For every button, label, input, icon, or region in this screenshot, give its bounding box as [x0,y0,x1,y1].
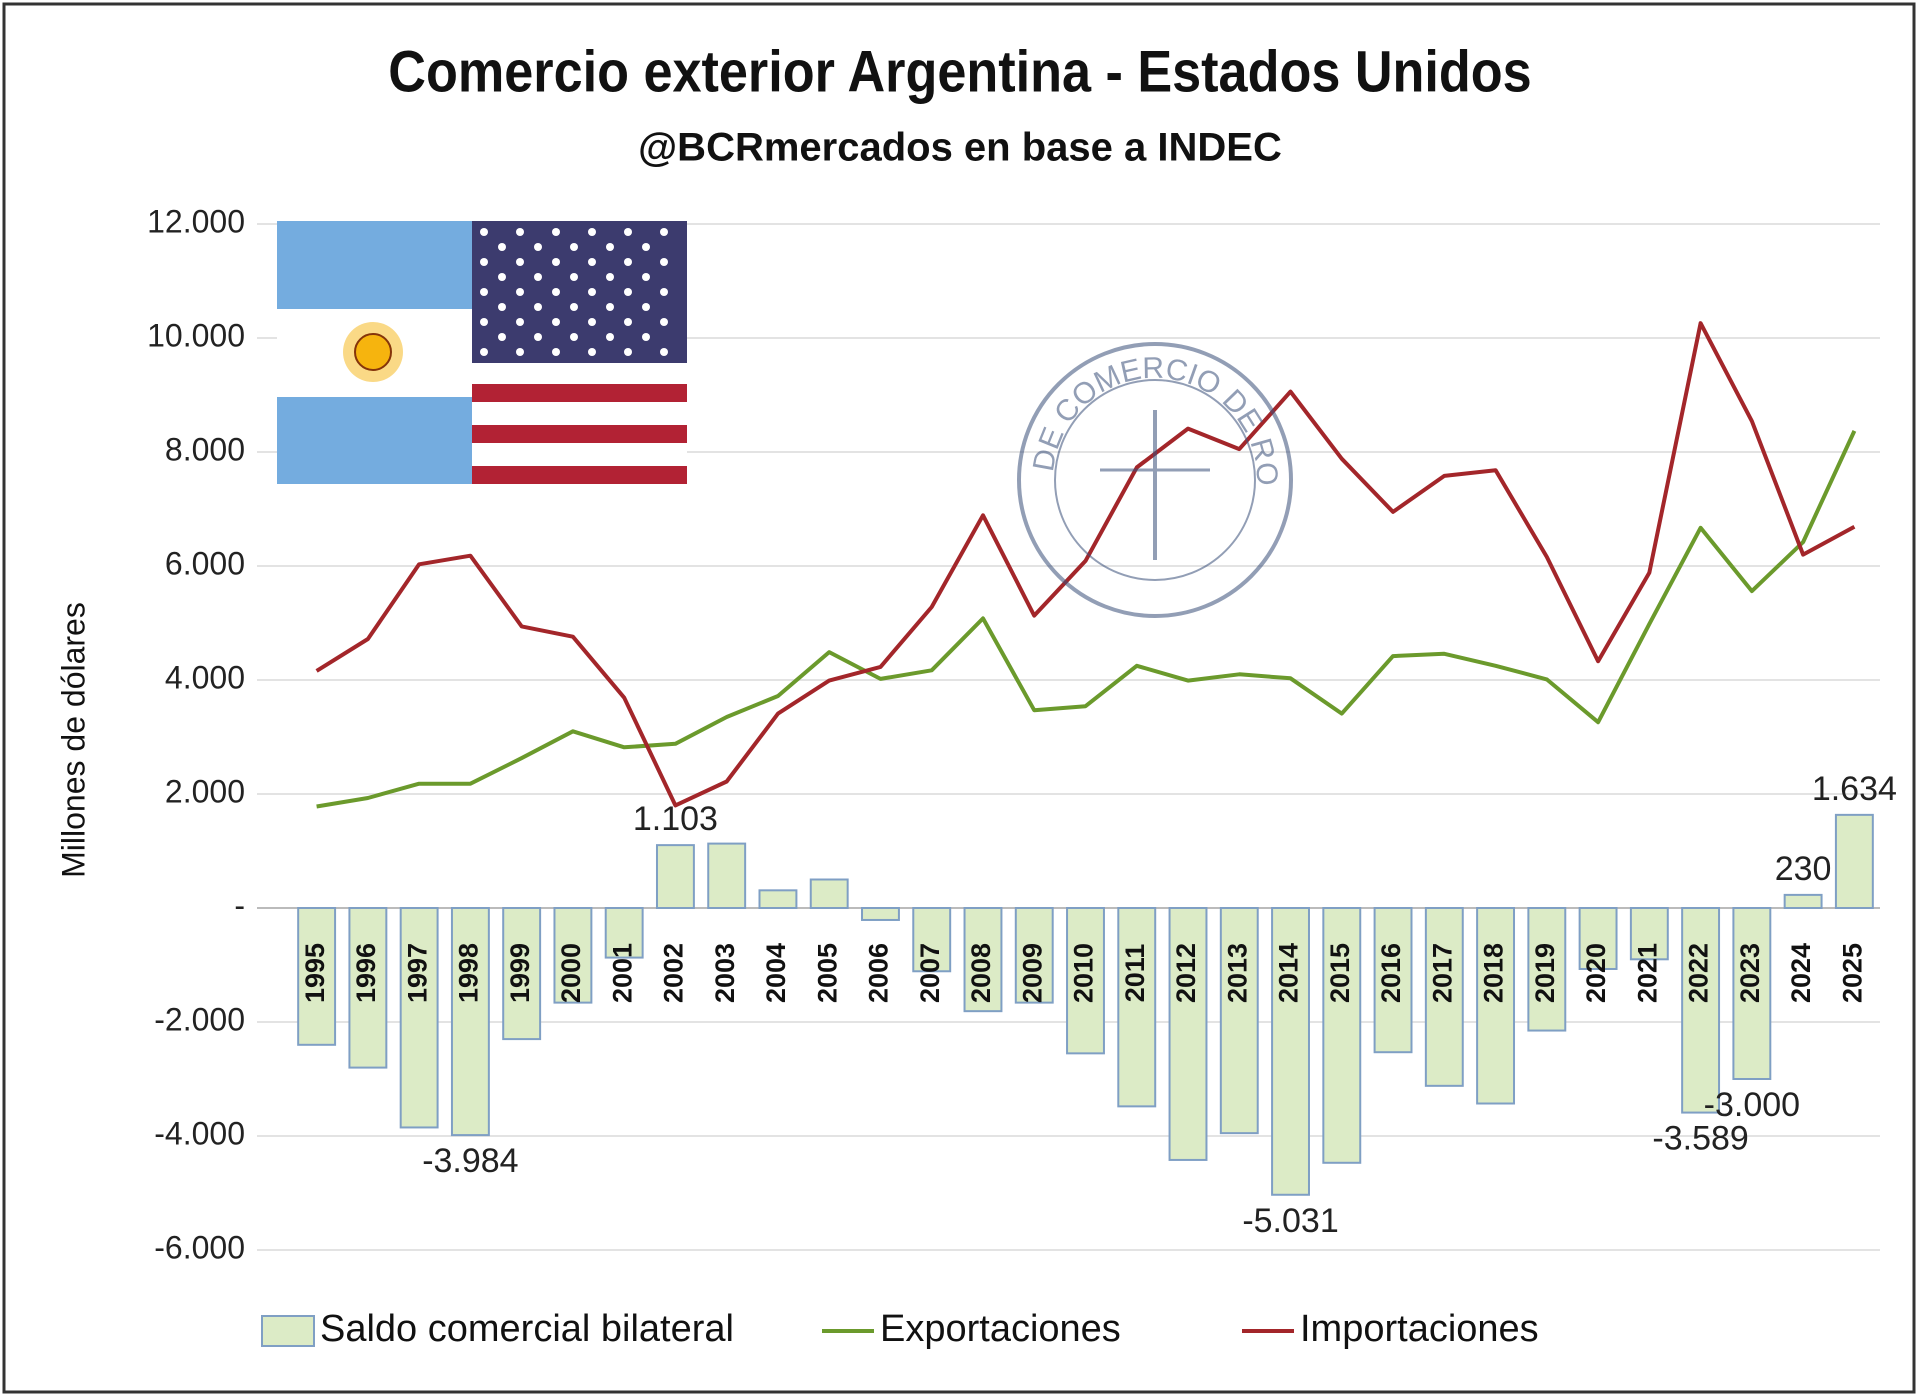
bar [502,907,542,1041]
bar [1424,907,1464,1087]
x-tick-label: 2003 [710,943,740,1003]
legend-swatch [261,1315,315,1347]
y-tick-label: 8.000 [165,431,245,467]
x-tick-label: 2025 [1837,943,1867,1003]
bar [604,907,644,959]
x-tick-label: 1999 [505,943,535,1003]
bar [297,907,337,1046]
value-label: -3.589 [1652,1120,1748,1158]
bar [1066,907,1105,1055]
bar [1527,907,1567,1032]
x-tick-label: 2007 [915,943,945,1003]
bar [1322,907,1362,1164]
y-tick-label: 4.000 [165,659,245,695]
y-tick-label: -4.000 [154,1115,245,1151]
y-tick-label: 6.000 [165,545,245,581]
bar [1834,813,1874,909]
x-tick-label: 2020 [1581,943,1611,1003]
x-tick-label: 1997 [402,943,432,1003]
x-tick-label: 2018 [1479,943,1509,1003]
x-tick-label: 2023 [1735,943,1765,1003]
bar [553,907,593,1004]
bar [1168,907,1208,1161]
x-tick-label: 2013 [1222,943,1252,1003]
x-tick-label: 2009 [1017,943,1047,1003]
plot-area: -6.000-4.000-2.000-2.0004.0006.0008.0001… [147,203,1897,1265]
x-tick-label: 2012 [1171,943,1201,1003]
x-tick-label: 2017 [1427,943,1457,1003]
bar [1271,907,1310,1196]
legend-label: Saldo comercial bilateral [320,1308,734,1350]
x-tick-label: 2011 [1120,944,1150,1003]
x-tick-label: 2008 [966,943,996,1003]
line [316,430,1857,809]
value-label: 230 [1775,850,1832,888]
x-tick-label: 2000 [556,943,586,1003]
x-tick-label: 2001 [607,943,637,1003]
x-tick-label: 2016 [1376,943,1406,1003]
line [315,321,1856,808]
x-tick-label: 2010 [1069,943,1099,1003]
chart-title: Comercio exterior Argentina - Estados Un… [388,39,1531,104]
value-label: 1.634 [1812,770,1897,808]
bar [1578,907,1618,970]
y-tick-label: -6.000 [154,1229,245,1265]
y-tick-label: 10.000 [147,317,245,353]
bar [399,907,439,1129]
bar [707,842,747,910]
value-label: -5.031 [1242,1202,1338,1240]
bar [1732,907,1772,1080]
argentina-flag [277,221,472,484]
x-tick-label: 2005 [812,943,842,1003]
bar [348,907,388,1069]
bar [1117,907,1157,1108]
bar [912,907,952,973]
bar [809,878,849,909]
x-tick-label: 1996 [351,943,381,1003]
x-tick-label: 2019 [1530,943,1560,1003]
x-tick-label: 2024 [1786,943,1816,1003]
x-tick-label: 2022 [1684,943,1714,1003]
value-label: -3.984 [422,1142,518,1180]
x-tick-label: 2015 [1325,943,1355,1003]
x-tick-label: 2021 [1632,943,1662,1003]
bar [1219,907,1259,1135]
y-axis-label: Millones de dólares [55,602,91,878]
y-tick-label: - [234,887,245,923]
bar [655,844,695,910]
bar [861,907,900,921]
bar [1783,893,1823,910]
bar [1476,907,1516,1105]
legend-label: Exportaciones [880,1308,1121,1350]
usa-flag [472,221,687,484]
bar [1681,907,1721,1114]
x-tick-label: 2006 [864,943,894,1003]
chart-subtitle: @BCRmercados en base a INDEC [638,126,1282,170]
legend-label: Importaciones [1300,1308,1539,1350]
y-tick-label: -2.000 [154,1001,245,1037]
x-tick-label: 2002 [659,943,689,1003]
y-tick-label: 2.000 [165,773,245,809]
y-tick-label: 12.000 [147,203,245,239]
bar [1629,907,1669,961]
x-tick-label: 1998 [454,943,484,1003]
bar [1014,907,1054,1004]
x-tick-label: 2014 [1274,943,1304,1003]
bar [963,907,1003,1013]
bar [758,889,798,910]
value-label: -3.000 [1704,1086,1800,1124]
x-tick-label: 2004 [761,943,791,1003]
bar [450,907,490,1137]
bar [1373,907,1413,1054]
x-tick-label: 1995 [300,943,330,1003]
